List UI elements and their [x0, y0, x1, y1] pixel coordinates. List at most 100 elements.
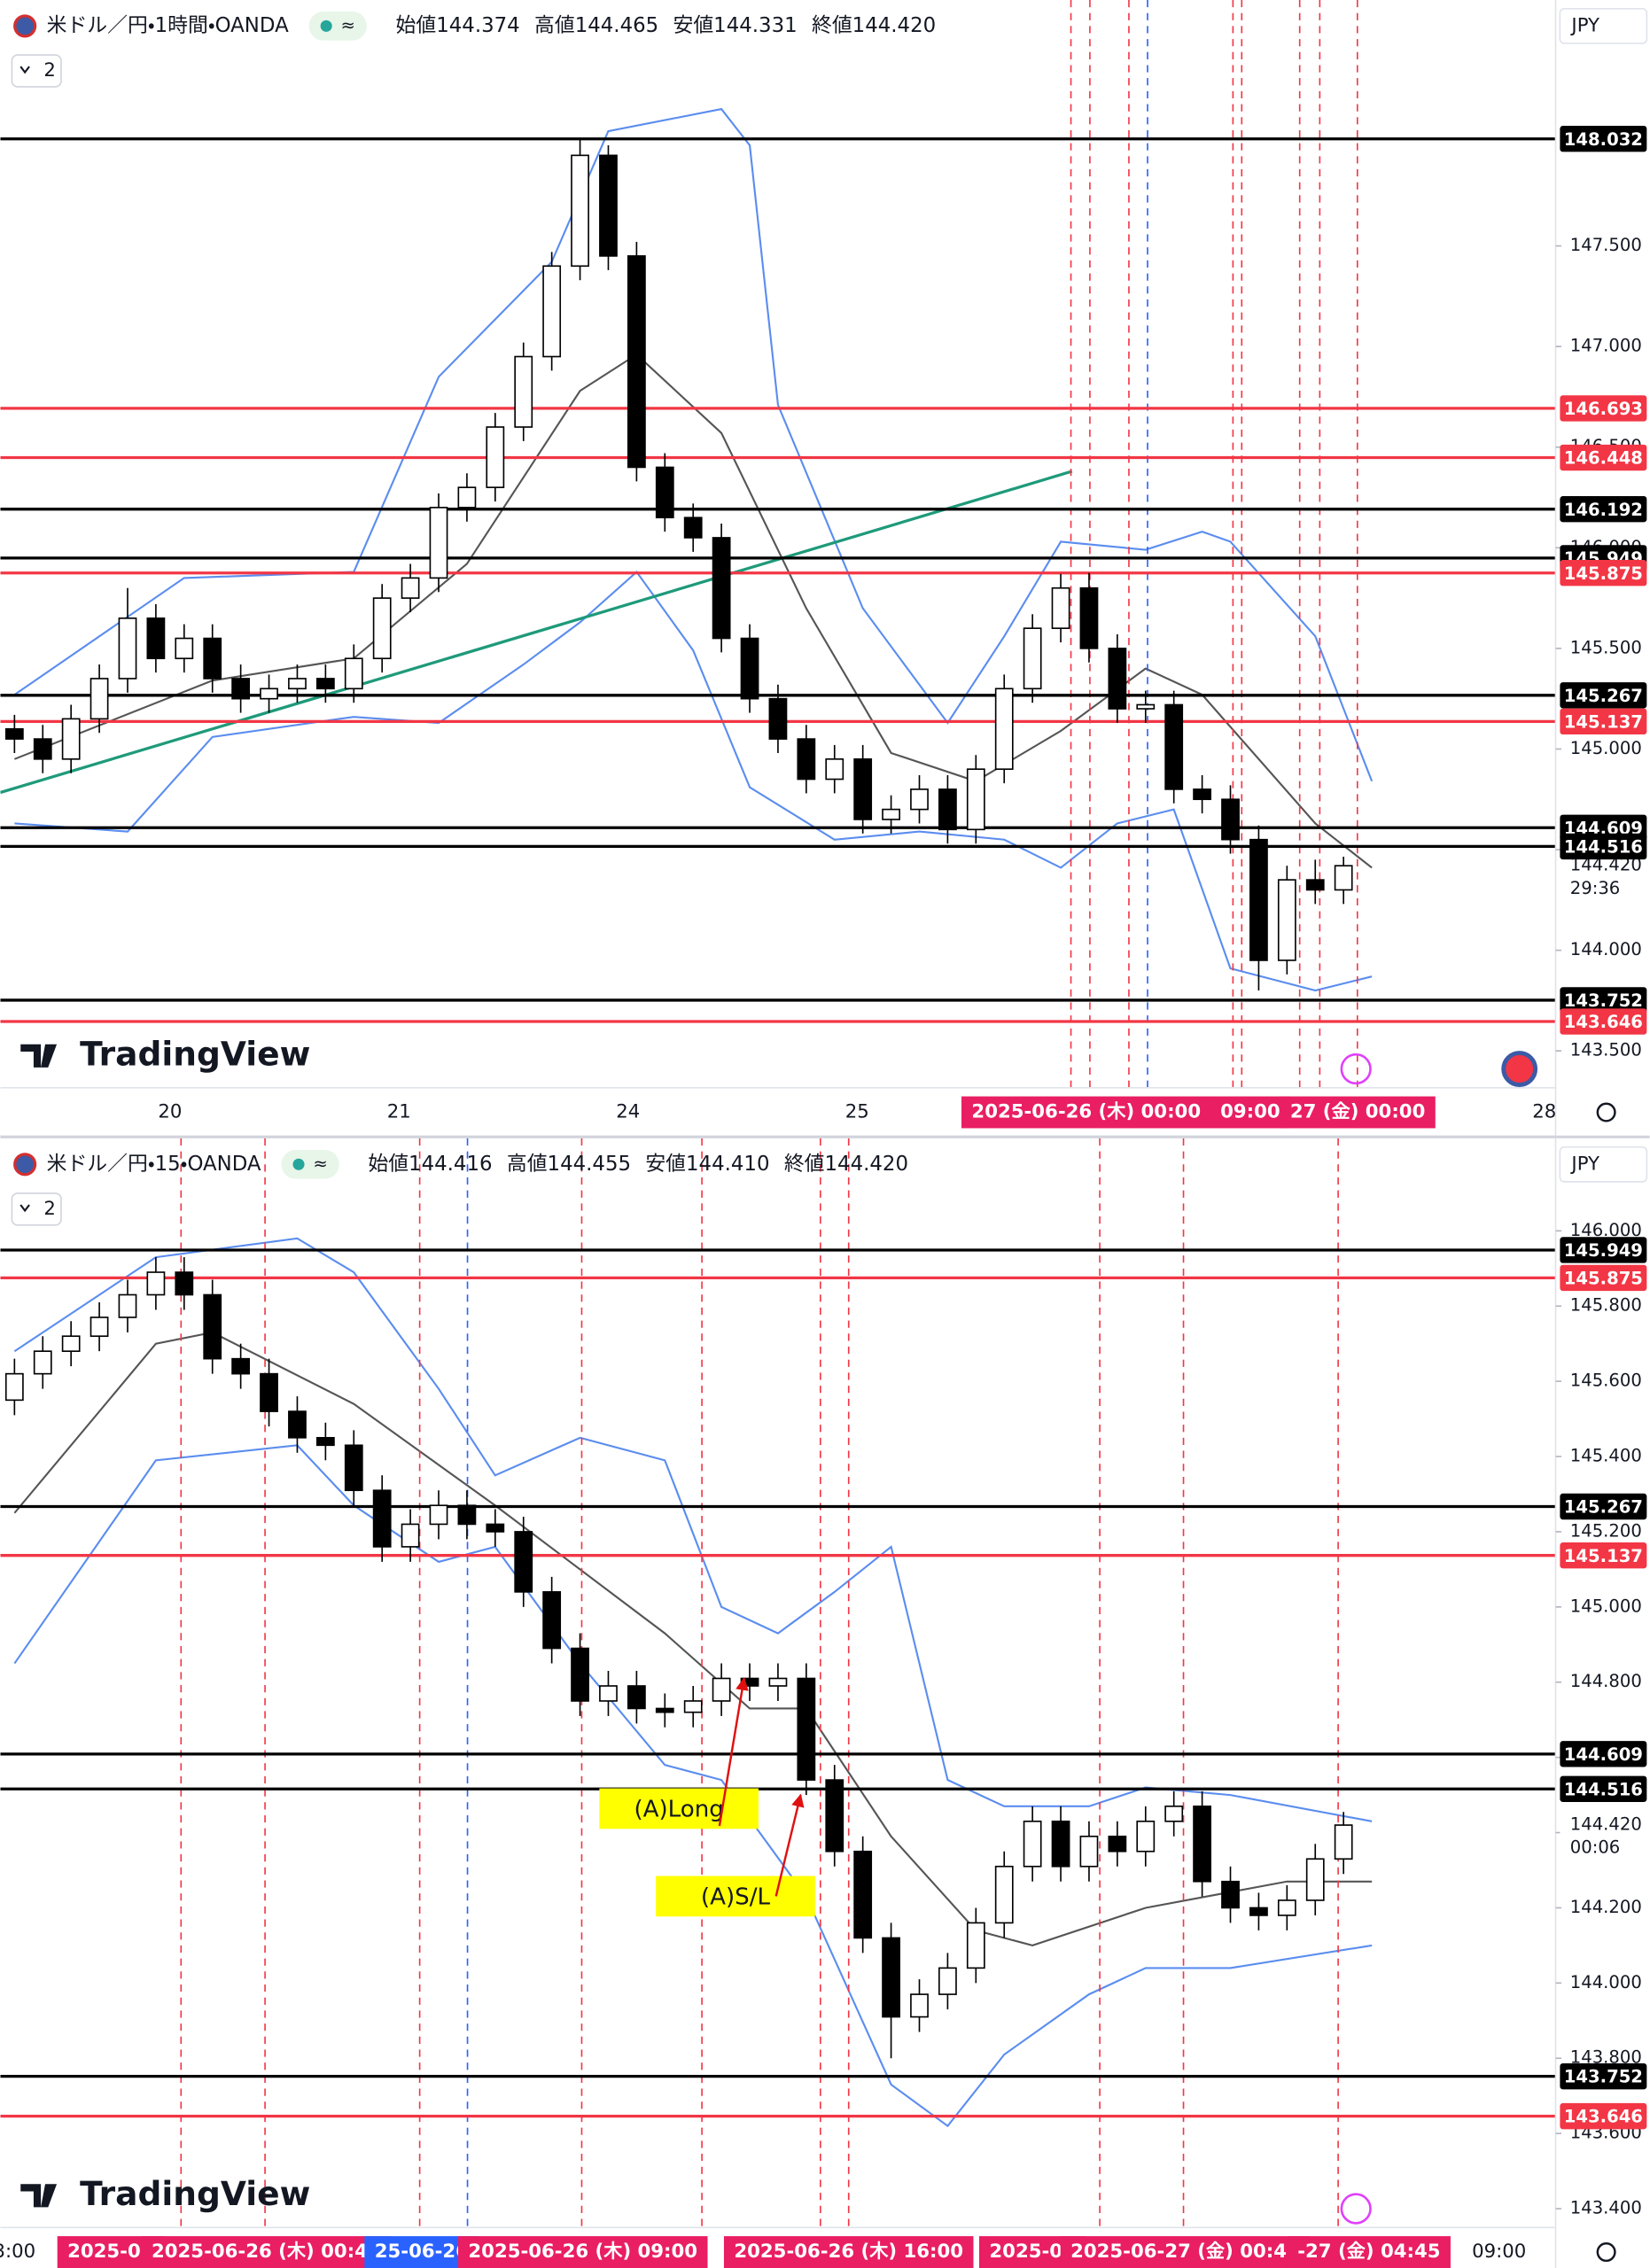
y-tick-label: 145.800	[1570, 1295, 1642, 1316]
candle-body	[1164, 1806, 1184, 1822]
y-tick-label: 145.400	[1570, 1446, 1642, 1466]
level-label-bg	[1560, 2102, 1647, 2130]
candle-body	[203, 1293, 222, 1360]
candle-body	[542, 1591, 562, 1650]
level-label: 143.646	[1564, 1012, 1643, 1032]
level-label-bg	[1560, 126, 1647, 152]
candle-body	[33, 1350, 52, 1375]
y-tick-label: 143.500	[1570, 1040, 1642, 1060]
time-label-bg	[457, 2236, 708, 2268]
candle-body	[90, 678, 109, 720]
band-line	[13, 1237, 1373, 1822]
annotation-arrow	[718, 1677, 749, 1827]
candle-body	[1334, 865, 1353, 891]
candle-body	[938, 788, 957, 831]
region-flag	[1501, 1051, 1538, 1087]
candle-body	[910, 1993, 929, 2018]
candle-body	[401, 577, 420, 599]
time-label: 2025-06-26 (木) 00:00	[971, 1101, 1201, 1123]
band-line	[14, 570, 1373, 992]
currency: JPY	[1569, 14, 1599, 36]
candle-body	[882, 808, 900, 820]
y-tick-label: 144.800	[1570, 1671, 1642, 1691]
time-label: 09:00	[1472, 2241, 1526, 2263]
indicator-toggle[interactable]	[11, 54, 62, 88]
candle-body	[910, 788, 929, 811]
level-label: 144.609	[1564, 818, 1643, 838]
candle-body	[457, 486, 477, 509]
logo: TradingView	[80, 2174, 310, 2213]
candle-body	[712, 1677, 731, 1702]
ohlc-value: 高値144.455	[507, 1153, 631, 1176]
candle-body	[599, 1685, 618, 1702]
candle-body	[231, 678, 251, 700]
candle-body	[4, 1372, 24, 1402]
candle-body	[1164, 703, 1184, 790]
countdown: 00:06	[1570, 1837, 1620, 1858]
candle-body	[1108, 648, 1127, 710]
level-label-bg	[1560, 1264, 1647, 1292]
candle-body	[1193, 1806, 1211, 1883]
level-label-bg	[1560, 496, 1647, 523]
settings-icon[interactable]	[1596, 2242, 1616, 2263]
level-label: 144.516	[1564, 1779, 1643, 1799]
level-label: 145.875	[1564, 1269, 1643, 1289]
chevron	[19, 66, 30, 74]
last-price-bg	[1560, 1809, 1647, 1859]
time-label: 24	[616, 1101, 640, 1123]
symbol-flag	[13, 14, 37, 38]
candle-body	[90, 1317, 109, 1338]
status-dot	[320, 19, 332, 32]
level-label-bg	[1560, 1542, 1647, 1569]
candle-body	[457, 1504, 477, 1526]
ohlc-value: 始値144.374	[396, 14, 520, 37]
level-label-bg	[1560, 708, 1647, 735]
level-label: 145.137	[1564, 1546, 1643, 1566]
time-label-bg	[1287, 2236, 1451, 2268]
countdown: 29:36	[1570, 878, 1620, 898]
symbol-flag	[13, 1153, 37, 1177]
alert-icon[interactable]	[1340, 1052, 1372, 1085]
candle-body	[429, 507, 448, 579]
level-label: 145.267	[1564, 686, 1643, 706]
candle-body	[994, 687, 1014, 770]
level-label-bg	[1560, 987, 1647, 1014]
plot-area	[0, 0, 1556, 1088]
candle-body	[146, 1271, 166, 1296]
settings-icon[interactable]	[1596, 1102, 1616, 1122]
level-label: 145.949	[1564, 1240, 1643, 1261]
annotation-box	[656, 1876, 815, 1917]
level-label: 145.137	[1564, 711, 1643, 732]
candle-body	[571, 1647, 589, 1702]
candle-body	[429, 1504, 448, 1526]
candle-body	[882, 1937, 900, 2018]
y-tick-label: 145.000	[1570, 738, 1642, 758]
indicator-toggle[interactable]	[11, 1192, 62, 1226]
candle-body	[599, 154, 618, 257]
candle-body	[683, 517, 703, 539]
ohlc-value: 終値144.420	[812, 14, 936, 37]
level-label: 145.875	[1564, 563, 1643, 584]
time-label: 2025-06-27 (金) 00:45	[1070, 2241, 1300, 2263]
last-price: 144.420	[1570, 1814, 1642, 1835]
alert-icon[interactable]	[1340, 2193, 1372, 2225]
y-tick-label: 145.000	[1570, 1596, 1642, 1616]
logo-icon	[20, 2184, 58, 2208]
level-label: 144.609	[1564, 1744, 1643, 1765]
status-pill	[281, 1149, 339, 1179]
time-label: 27 (金) 00:00	[1290, 1101, 1425, 1123]
candle-body	[118, 617, 137, 680]
candle-body	[768, 697, 788, 740]
candle-body	[853, 1850, 873, 1939]
candle-body	[571, 154, 589, 268]
candle-body	[1334, 1824, 1353, 1860]
currency-button[interactable]	[1559, 1146, 1648, 1183]
candle-body	[288, 1410, 307, 1439]
annotation-label: (A)Long	[634, 1797, 723, 1823]
indicator-count: 2	[43, 59, 56, 82]
time-label-bg	[961, 1096, 1211, 1129]
currency-button[interactable]	[1559, 7, 1648, 44]
